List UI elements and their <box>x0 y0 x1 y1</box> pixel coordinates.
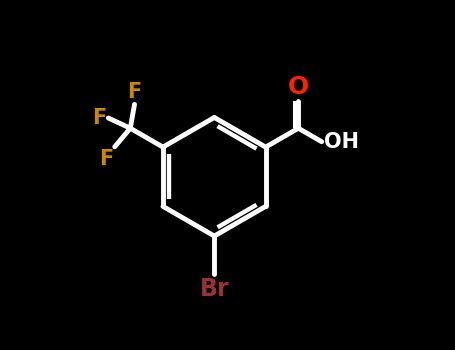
Text: F: F <box>127 82 142 102</box>
Text: F: F <box>92 108 106 128</box>
Text: F: F <box>99 149 113 169</box>
Text: O: O <box>288 75 309 99</box>
Text: OH: OH <box>324 132 359 152</box>
Text: Br: Br <box>199 277 229 301</box>
